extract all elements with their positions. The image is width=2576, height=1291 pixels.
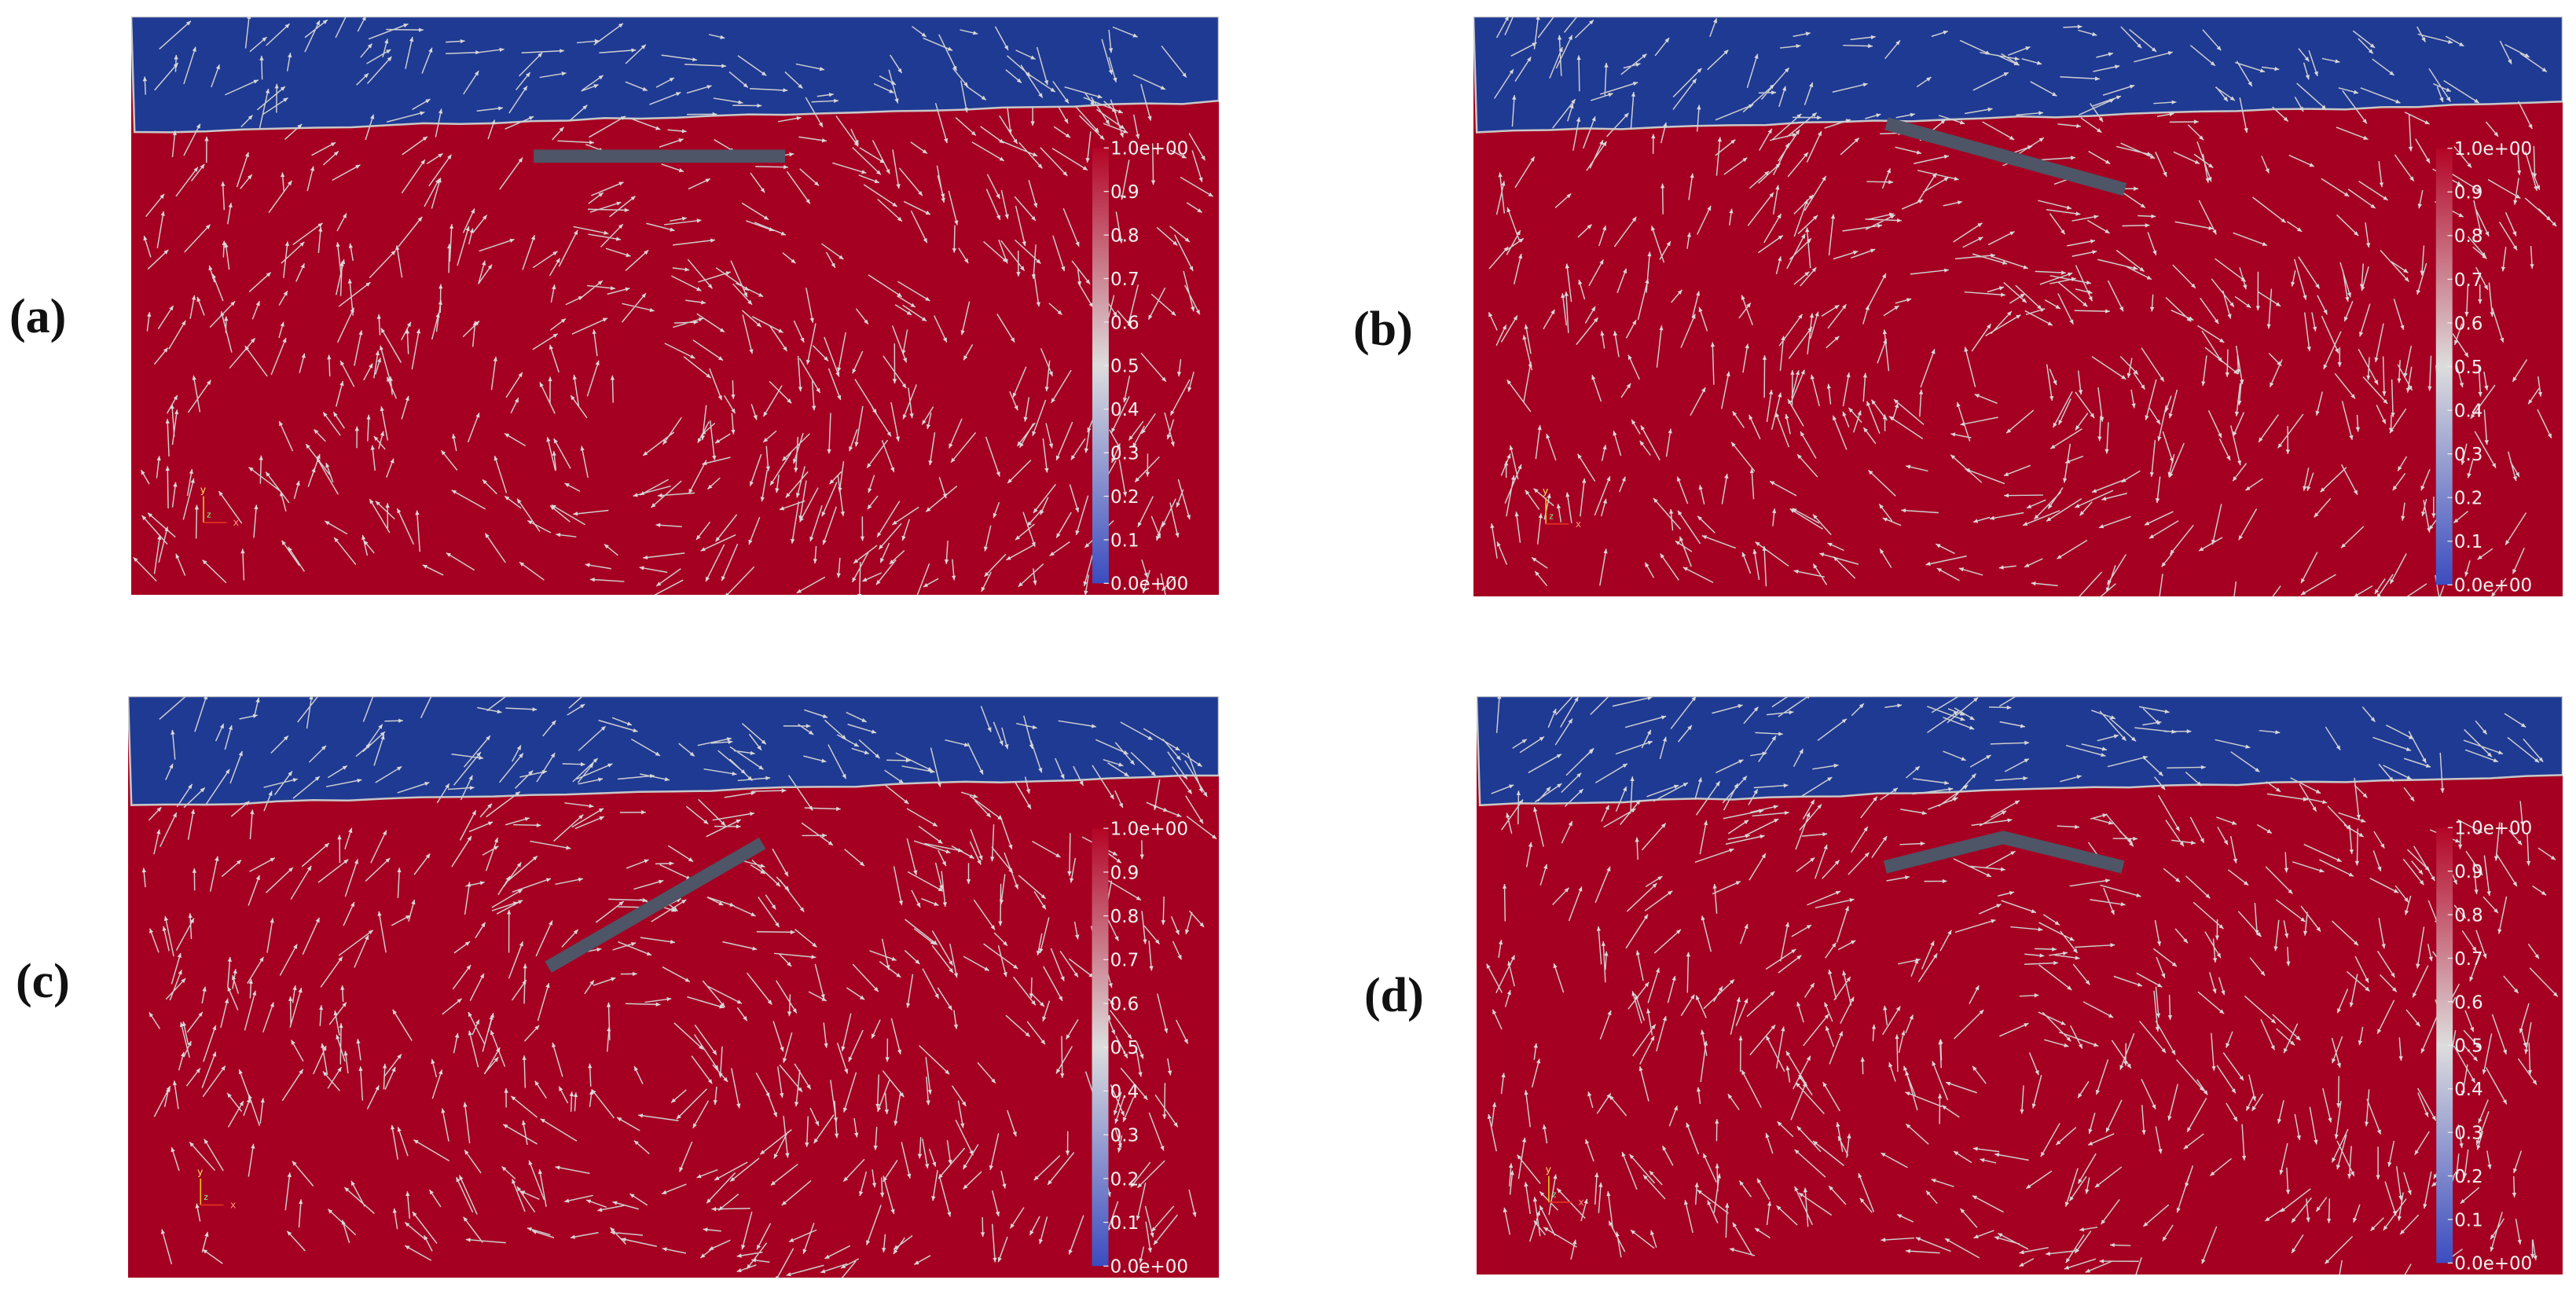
colorbar-tick-label: 1.0e+00	[1110, 139, 1188, 160]
colorbar-tick-label: 0.7	[1110, 270, 1139, 290]
triad-label: z	[204, 1193, 208, 1202]
colorbar-tick-label: 0.6	[1110, 994, 1139, 1014]
colorbar-tick-label: 1.0e+00	[2454, 139, 2532, 160]
colorbar-tick-label: 0.4	[1110, 1082, 1139, 1102]
colorbar-tick-label: 0.8	[1110, 907, 1139, 927]
velocity-arrow-shafts	[1488, 17, 2557, 596]
colorbar-tick-label: 0.7	[2454, 270, 2483, 291]
colorbar-tick-label: 0.6	[2454, 314, 2483, 334]
velocity-arrow-shafts	[1486, 696, 2559, 1274]
colorbar-tick-label: 0.2	[1110, 487, 1139, 508]
colorbar-tick-label: 0.1	[1110, 530, 1139, 551]
colorbar	[1092, 828, 1109, 1267]
colorbar-tick-label: 0.2	[2454, 1167, 2483, 1187]
colorbar	[2435, 148, 2453, 585]
triad-label: y	[200, 483, 207, 495]
velocity-arrow-shafts	[142, 696, 1217, 1278]
colorbar-tick-label: 1.0e+00	[1110, 820, 1188, 840]
colorbar-tick-label: 0.5	[1110, 1038, 1139, 1058]
triad-label: x	[1576, 518, 1582, 530]
colorbar-tick-label: 0.3	[2454, 445, 2483, 465]
colorbar-tick-label: 0.5	[2454, 358, 2483, 378]
colorbar-tick-label: 0.1	[2454, 1210, 2483, 1230]
simulation-panel: 1.0e+00 0.9 0.8 0.7 0.6 0.5 0.4 0.3 0.2 0.1 0.0e+0…	[1473, 17, 2563, 596]
colorbar-tick-label: 0.3	[1110, 1126, 1139, 1146]
colorbar-tick-label: 0.4	[1110, 400, 1139, 420]
colorbar-tick-label: 0.9	[2454, 183, 2483, 204]
triad-label: z	[1549, 512, 1554, 521]
panel-label: (a)	[9, 290, 67, 343]
colorbar-tick-label: 0.9	[1110, 182, 1139, 203]
colorbar-tick-label: 0.3	[2454, 1123, 2483, 1143]
colorbar-tick-label: 0.1	[1110, 1213, 1139, 1234]
colorbar-tick-label: 0.9	[2454, 862, 2483, 882]
colorbar-tick-label: 0.7	[2454, 949, 2483, 970]
plate	[1883, 831, 2125, 874]
triad-label: x	[230, 1199, 237, 1211]
colorbar-tick-label: 0.9	[1110, 863, 1139, 883]
panel-label: (c)	[16, 955, 70, 1008]
air-region	[128, 696, 1219, 806]
colorbar-tick-label: 0.6	[2454, 992, 2483, 1013]
colorbar-tick-label: 0.2	[2454, 489, 2483, 509]
triad-label: y	[1546, 1163, 1552, 1175]
colorbar-tick-label: 0.0e+00	[1110, 574, 1188, 595]
colorbar	[1092, 148, 1109, 584]
velocity-arrow-shafts	[133, 17, 1214, 595]
colorbar-tick-label: 0.1	[2454, 532, 2483, 552]
triad-label: y	[197, 1166, 204, 1178]
colorbar-tick-label: 1.0e+00	[2454, 819, 2532, 839]
colorbar-tick-label: 0.8	[2454, 905, 2483, 926]
colorbar-tick-label: 0.2	[1110, 1169, 1139, 1190]
triad-label: x	[1578, 1196, 1583, 1208]
colorbar-tick-label: 0.7	[1110, 951, 1139, 971]
colorbar-tick-label: 0.0e+00	[1110, 1257, 1188, 1278]
simulation-panel: 1.0e+00 0.9 0.8 0.7 0.6 0.5 0.4 0.3 0.2 0.1 0.0e+0…	[1477, 696, 2563, 1274]
plate	[545, 837, 766, 974]
triad-label: z	[1552, 1190, 1557, 1200]
panel-label: (d)	[1364, 969, 1424, 1022]
panel-label: (b)	[1353, 303, 1413, 356]
colorbar-tick-label: 0.0e+00	[2454, 576, 2532, 596]
colorbar-tick-label: 0.8	[1110, 226, 1139, 246]
simulation-panel: 1.0e+00 0.9 0.8 0.7 0.6 0.5 0.4 0.3 0.2 0.1 0.0e+0…	[131, 17, 1219, 595]
colorbar-tick-label: 0.4	[2454, 1080, 2483, 1100]
triad-label: x	[233, 516, 239, 528]
colorbar-tick-label: 0.8	[2454, 226, 2483, 247]
colorbar-tick-label: 0.0e+00	[2454, 1254, 2532, 1274]
triad-label: z	[207, 511, 211, 520]
plate	[1884, 117, 2127, 196]
colorbar-tick-label: 0.4	[2454, 401, 2483, 421]
colorbar	[2436, 827, 2453, 1263]
simulation-panel: 1.0e+00 0.9 0.8 0.7 0.6 0.5 0.4 0.3 0.2 0.1 0.0e+0…	[128, 696, 1219, 1278]
air-region	[1473, 17, 2563, 134]
colorbar-tick-label: 0.3	[1110, 443, 1139, 464]
colorbar-tick-label: 0.5	[2454, 1036, 2483, 1057]
triad-label: y	[1543, 485, 1549, 497]
colorbar-tick-label: 0.6	[1110, 313, 1139, 333]
colorbar-tick-label: 0.5	[1110, 357, 1139, 377]
